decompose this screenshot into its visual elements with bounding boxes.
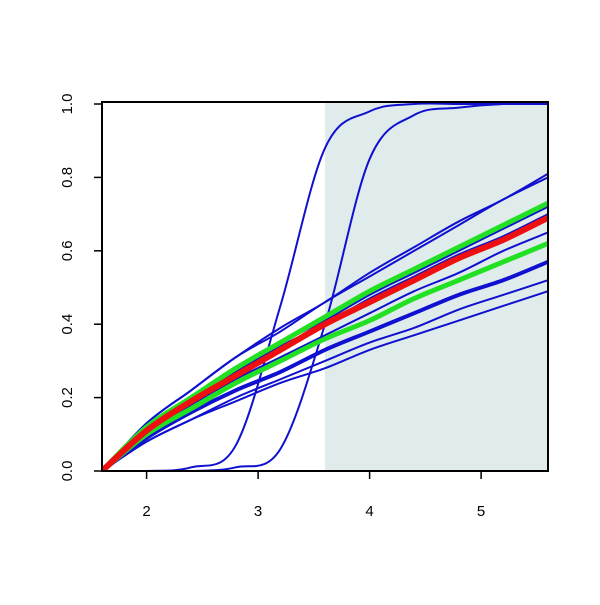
series-line [102, 200, 548, 472]
series-line [102, 102, 548, 472]
plot-frame [101, 101, 549, 472]
series-line [102, 215, 548, 472]
x-tick-label: 2 [142, 503, 150, 520]
series-line [102, 176, 548, 472]
plot-lines [102, 102, 548, 472]
x-tick-label: 3 [254, 503, 262, 520]
series-line [102, 259, 548, 472]
y-tick-label: 0.6 [59, 240, 76, 261]
y-tick-label: 0.0 [59, 461, 76, 482]
y-tick-label: 0.2 [59, 387, 76, 408]
y-tick-label: 0.8 [59, 167, 76, 188]
y-tick-label: 0.4 [59, 314, 76, 335]
y-tick-label: 1.0 [59, 94, 76, 115]
series-line [102, 290, 548, 472]
x-tick-label: 5 [477, 503, 485, 520]
x-tick-label: 4 [365, 503, 373, 520]
series-line [102, 241, 548, 472]
